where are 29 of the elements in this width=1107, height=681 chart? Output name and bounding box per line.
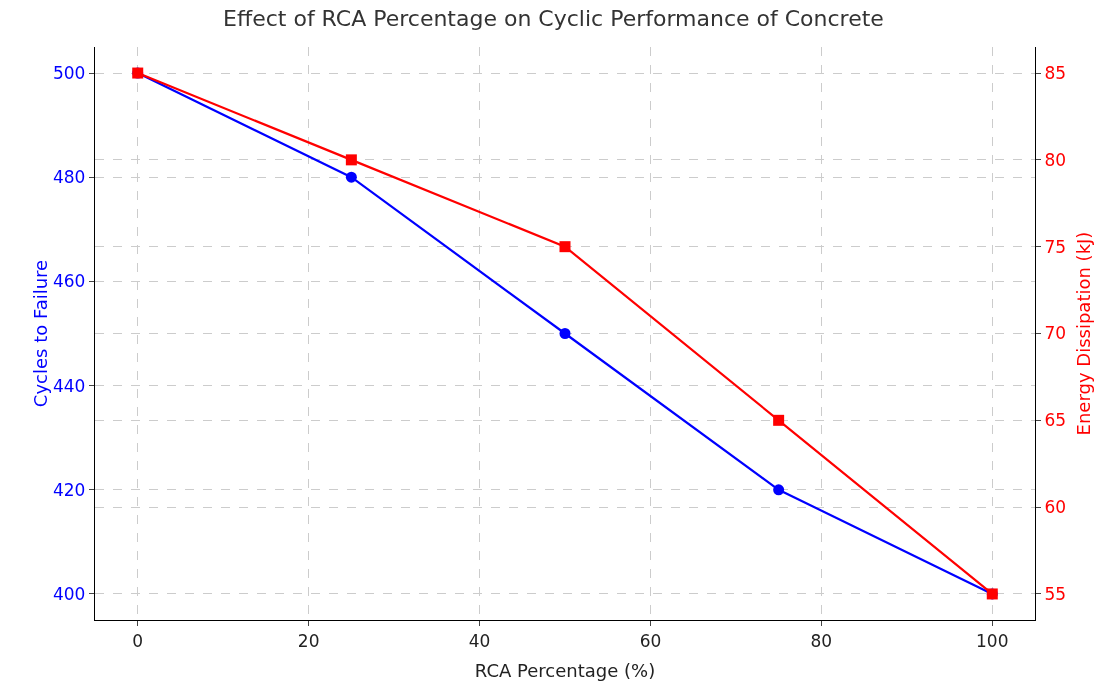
point (773, 414, 785, 426)
y2-axis-title: Energy Dissipation (kJ) (1073, 231, 1095, 436)
point (559, 241, 571, 253)
chart-title: Effect of RCA Percentage on Cyclic Performance of Concrete (223, 5, 884, 31)
point (345, 154, 357, 166)
y2-tick-label: 75 (1044, 236, 1067, 257)
y-tick-label: 480 (53, 167, 86, 188)
y2-tick-label: 65 (1044, 410, 1067, 431)
point (559, 328, 571, 339)
y-tick-label: 500 (53, 63, 86, 83)
y2-tick-label: 80 (1044, 149, 1067, 170)
y-tick-label: 420 (53, 479, 86, 500)
y2-tick-label: 70 (1044, 323, 1067, 344)
y-axis-title: Cycles to Failure (30, 259, 51, 408)
point (345, 171, 357, 183)
y2-tick-label: 85 (1044, 63, 1067, 83)
x-tick-label: 40 (468, 630, 491, 651)
y2-tick-label: 55 (1044, 583, 1067, 604)
y-tick-label: 400 (53, 583, 86, 604)
x-tick-label: 80 (810, 630, 833, 651)
y2-tick-label: 60 (1044, 497, 1067, 518)
y-tick-label: 440 (53, 375, 86, 396)
y-tick-label: 460 (53, 271, 86, 292)
x-tick-label: 60 (639, 630, 662, 651)
x-tick-label: 100 (976, 630, 1009, 651)
x-axis-title: RCA Percentage (%) (474, 660, 656, 681)
point (773, 484, 785, 496)
x-tick-label: 20 (297, 630, 320, 651)
x-tick-label: 0 (132, 630, 144, 651)
